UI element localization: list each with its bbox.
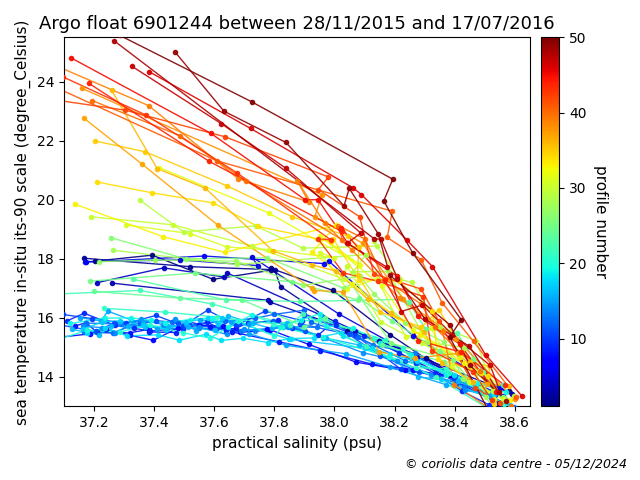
Title: Argo float 6901244 between 28/11/2015 and 17/07/2016: Argo float 6901244 between 28/11/2015 an… — [39, 15, 555, 33]
Text: © coriolis data centre - 05/12/2024: © coriolis data centre - 05/12/2024 — [405, 457, 627, 470]
X-axis label: practical salinity (psu): practical salinity (psu) — [212, 436, 382, 451]
Y-axis label: profile number: profile number — [593, 165, 607, 278]
Y-axis label: sea temperature in-situ its-90 scale (degree_Celsius): sea temperature in-situ its-90 scale (de… — [15, 19, 31, 424]
